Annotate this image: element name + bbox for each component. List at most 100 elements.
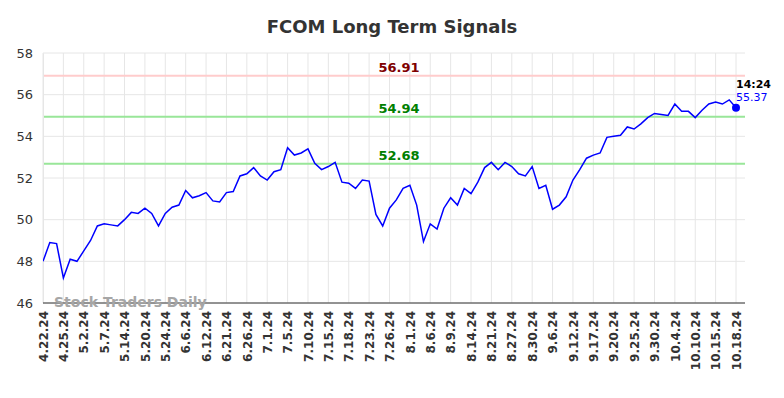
- x-tick-label: 9.6.24: [546, 311, 560, 354]
- watermark: Stock Traders Daily: [54, 294, 207, 310]
- grid-line-x: [430, 53, 431, 303]
- grid-line-x: [471, 53, 472, 303]
- grid-line-x: [715, 53, 716, 303]
- y-tick-label: 52: [16, 171, 33, 186]
- x-tick: 7.1.24: [261, 303, 275, 354]
- annotation-price: 55.37: [736, 91, 768, 104]
- x-tick-label: 6.12.24: [200, 311, 214, 362]
- x-tick-label: 7.23.24: [363, 311, 377, 362]
- grid-line-x: [593, 53, 594, 303]
- x-tick: 10.4.24: [669, 303, 683, 362]
- x-tick-label: 9.17.24: [587, 311, 601, 362]
- x-tick-label: 7.5.24: [281, 311, 295, 354]
- grid-line-x: [144, 53, 145, 303]
- chart: FCOM Long Term Signals56.9154.9452.68464…: [0, 0, 784, 398]
- x-tick-label: 10.15.24: [709, 311, 723, 370]
- y-tick: 50: [16, 212, 43, 227]
- x-tick: 5.2.24: [77, 303, 91, 354]
- x-tick-label: 8.14.24: [465, 311, 479, 362]
- x-tick-label: 10.18.24: [730, 311, 744, 370]
- x-tick-label: 9.20.24: [607, 311, 621, 362]
- grid-line-x: [409, 53, 410, 303]
- x-tick: 9.6.24: [546, 303, 560, 354]
- last-point: [732, 104, 740, 112]
- x-tick-label: 4.22.24: [37, 311, 51, 362]
- x-tick: 8.21.24: [485, 303, 499, 362]
- y-tick-label: 56: [16, 87, 33, 102]
- grid-line-x: [104, 53, 105, 303]
- grid-line-x: [613, 53, 614, 303]
- x-tick: 10.10.24: [689, 303, 703, 370]
- x-tick: 6.21.24: [220, 303, 234, 362]
- x-tick: 5.24.24: [159, 303, 173, 362]
- x-tick: 10.15.24: [709, 303, 723, 370]
- y-axis-line: [43, 54, 44, 304]
- x-tick: 9.25.24: [628, 303, 642, 362]
- grid-line-y: [43, 53, 745, 54]
- x-tick-label: 10.10.24: [689, 311, 703, 370]
- grid-line-y: [43, 261, 745, 262]
- grid-line-x: [246, 53, 247, 303]
- grid-line-x: [511, 53, 512, 303]
- x-tick: 7.26.24: [383, 303, 397, 362]
- x-tick-label: 4.25.24: [57, 311, 71, 362]
- x-tick: 6.6.24: [179, 303, 193, 354]
- grid-line-x: [552, 53, 553, 303]
- x-tick-label: 7.10.24: [302, 311, 316, 362]
- x-tick: 9.30.24: [648, 303, 662, 362]
- reference-label: 56.91: [378, 60, 419, 75]
- reference-line: [43, 163, 745, 165]
- plot: [43, 100, 740, 278]
- x-tick: 5.7.24: [98, 303, 112, 354]
- x-tick-label: 9.30.24: [648, 311, 662, 362]
- x-tick: 6.12.24: [200, 303, 214, 362]
- x-tick: 8.30.24: [526, 303, 540, 362]
- grid-line-x: [674, 53, 675, 303]
- grid-line-x: [185, 53, 186, 303]
- y-tick: 58: [16, 46, 43, 61]
- grid-line-x: [450, 53, 451, 303]
- y-tick-label: 48: [16, 254, 33, 269]
- x-tick: 7.15.24: [322, 303, 336, 362]
- x-tick: 8.6.24: [424, 303, 438, 354]
- grid-line-x: [165, 53, 166, 303]
- y-tick: 48: [16, 254, 43, 269]
- grid-line-x: [83, 53, 84, 303]
- y-tick-label: 50: [16, 212, 33, 227]
- annotation-time: 14:24: [736, 78, 771, 91]
- x-tick: 8.9.24: [444, 303, 458, 354]
- reference-line: [43, 75, 745, 77]
- grid-line-x: [328, 53, 329, 303]
- grid-line-x: [572, 53, 573, 303]
- x-tick: 9.12.24: [567, 303, 581, 362]
- x-tick: 8.1.24: [404, 303, 418, 354]
- grid-line-x: [532, 53, 533, 303]
- x-tick-label: 8.1.24: [404, 311, 418, 354]
- reference-labels: 56.91 54.94 52.68: [378, 60, 419, 163]
- x-tick-label: 7.26.24: [383, 311, 397, 362]
- reference-line: [43, 116, 745, 118]
- x-tick-label: 5.14.24: [118, 311, 132, 362]
- y-axis: 46485052545658: [16, 46, 43, 311]
- x-tick: 8.14.24: [465, 303, 479, 362]
- grid-line-x: [634, 53, 635, 303]
- x-tick: 7.23.24: [363, 303, 377, 362]
- grid-line-x: [267, 53, 268, 303]
- x-tick: 8.27.24: [505, 303, 519, 362]
- price-line: [43, 100, 736, 278]
- x-tick: 4.22.24: [37, 303, 51, 362]
- grid-line-y: [43, 178, 745, 179]
- reference-label: 54.94: [378, 101, 419, 116]
- x-tick-label: 8.9.24: [444, 311, 458, 354]
- y-tick-label: 58: [16, 46, 33, 61]
- y-tick-label: 54: [16, 129, 33, 144]
- x-tick-label: 6.21.24: [220, 311, 234, 362]
- y-tick: 56: [16, 87, 43, 102]
- x-tick-label: 5.7.24: [98, 311, 112, 354]
- reference-label: 52.68: [378, 148, 419, 163]
- title: FCOM Long Term Signals: [267, 16, 518, 37]
- grid-line-x: [654, 53, 655, 303]
- x-tick-label: 5.20.24: [139, 311, 153, 362]
- x-tick: 9.20.24: [607, 303, 621, 362]
- x-tick-label: 9.12.24: [567, 311, 581, 362]
